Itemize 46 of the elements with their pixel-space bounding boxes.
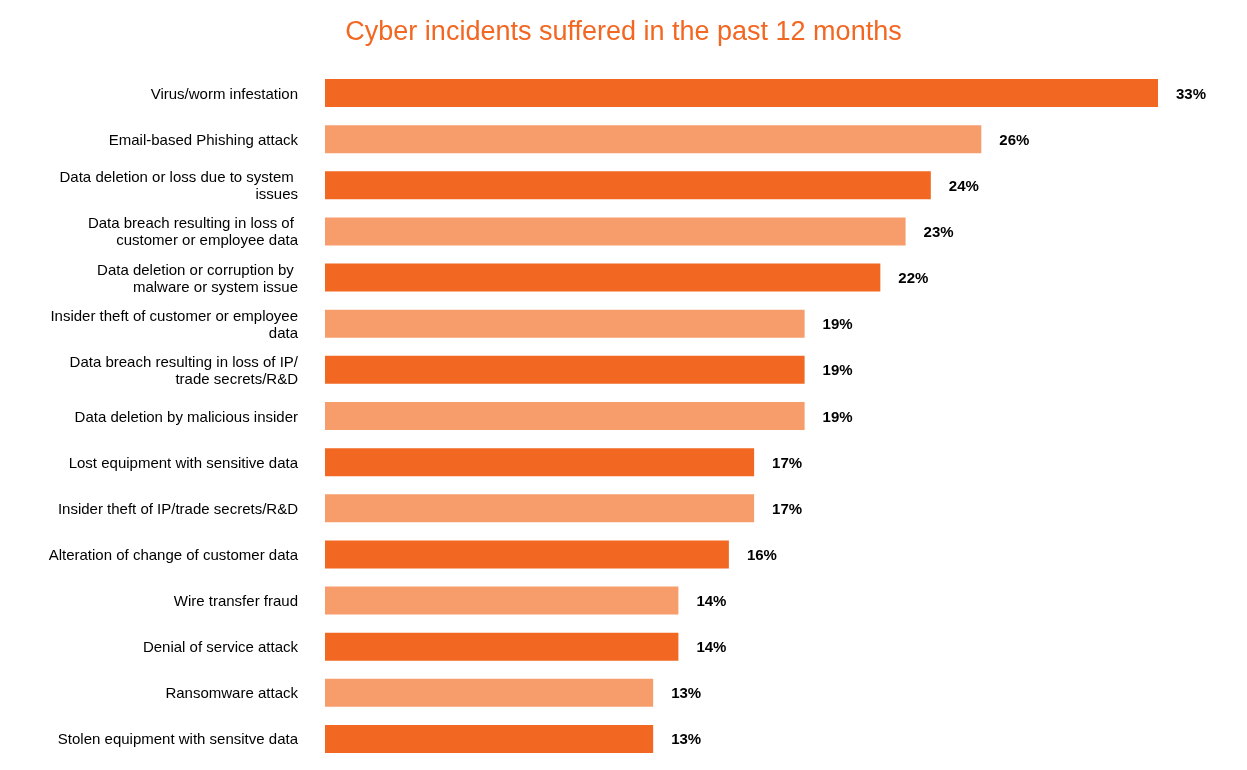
bar [325,309,805,338]
chart-title: Cyber incidents suffered in the past 12 months [345,15,902,46]
bar [325,402,805,430]
data-label: 19% [822,361,853,379]
data-label: 17% [772,453,803,471]
bar [325,125,982,154]
bar [325,724,654,753]
data-label: 26% [999,130,1030,148]
data-label: 14% [696,638,727,656]
bar [325,494,755,523]
data-label: 16% [746,545,777,563]
bar [325,355,805,384]
y-tick-label: Wire transfer fraud [173,592,298,610]
y-tick-label: Insider theft of customer or employee data [50,306,299,341]
y-tick-label: Virus/worm infestation [150,84,298,102]
bar [325,540,729,569]
y-tick-label: Data breach resulting in loss of customer or employee data [87,214,299,249]
y-tick-label: Data deletion or corruption by malware or system issue [97,260,298,295]
bar [325,263,881,292]
y-tick-label: Data deletion or loss due to system issues [59,168,298,203]
data-label: 17% [772,499,803,517]
y-tick-label: Stolen equipment with sensitve data [57,730,299,748]
y-tick-label: Alteration of change of customer data [48,545,299,563]
y-tick-label: Denial of service attack [142,638,299,656]
bar [325,217,906,246]
data-label: 13% [671,684,702,702]
y-tick-label: Data deletion by malicious insider [74,407,298,425]
data-label: 14% [696,592,727,610]
y-tick-label: Email-based Phishing attack [108,130,299,148]
bar [325,586,679,615]
y-tick-label: Insider theft of IP/trade secrets/R&D [57,499,299,517]
y-tick-label: Lost equipment with sensitive data [68,453,299,471]
y-tick-label: Data breach resulting in loss of IP/trade secrets/R&D [69,352,299,387]
bar [325,171,931,200]
data-label: 23% [923,222,954,240]
y-tick-label: Ransomware attack [165,684,299,702]
data-label: 24% [948,176,979,194]
data-label: 19% [822,315,853,333]
bar [325,678,654,707]
bar [325,448,755,477]
data-label: 13% [671,730,702,748]
data-label: 33% [1176,84,1207,102]
data-label: 22% [898,269,929,287]
bar [325,79,1158,108]
data-label: 19% [822,407,853,425]
bar [325,632,679,661]
